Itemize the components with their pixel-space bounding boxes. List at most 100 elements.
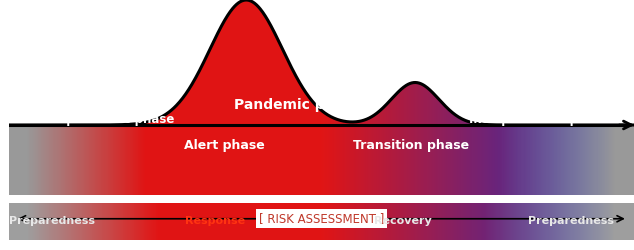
Bar [602, 202, 603, 240]
Bar [35, 202, 36, 240]
Bar [398, 92, 399, 195]
Bar [566, 202, 567, 240]
Bar [552, 202, 553, 240]
Bar [264, 14, 265, 195]
Bar [341, 121, 342, 195]
Bar [40, 202, 41, 240]
Bar [316, 202, 317, 240]
Bar [280, 202, 281, 240]
Bar [363, 202, 364, 240]
Bar [134, 124, 135, 195]
Bar [491, 125, 492, 195]
Bar [126, 124, 127, 195]
Bar [451, 112, 453, 195]
Bar [585, 125, 586, 195]
Bar [287, 202, 288, 240]
Bar [629, 125, 630, 195]
Bar [276, 202, 278, 240]
Bar [100, 125, 101, 195]
Bar [438, 98, 439, 195]
Bar [162, 116, 163, 195]
Bar [484, 124, 485, 195]
Bar [117, 125, 118, 195]
Bar [619, 202, 621, 240]
Bar [61, 125, 63, 195]
Bar [508, 125, 509, 195]
Bar [457, 116, 458, 195]
Bar [190, 202, 191, 240]
Bar [75, 125, 76, 195]
Bar [30, 202, 32, 240]
Bar [629, 202, 630, 240]
Bar [354, 122, 356, 195]
Bar [116, 125, 117, 195]
Bar [330, 116, 331, 195]
Bar [114, 125, 115, 195]
Bar [331, 202, 332, 240]
Bar [463, 202, 464, 240]
Bar [299, 83, 301, 195]
Bar [290, 202, 291, 240]
Bar [193, 202, 194, 240]
Bar [105, 125, 107, 195]
Bar [188, 90, 189, 195]
Bar [616, 202, 618, 240]
Bar [492, 125, 493, 195]
Bar [193, 82, 194, 195]
Bar [603, 202, 604, 240]
Bar [50, 202, 51, 240]
Bar [63, 125, 64, 195]
Bar [226, 17, 228, 195]
Bar [557, 125, 558, 195]
Bar [112, 202, 113, 240]
Bar [422, 84, 424, 195]
Bar [446, 107, 448, 195]
Bar [458, 202, 459, 240]
Bar [212, 45, 213, 195]
Bar [505, 125, 506, 195]
Bar [587, 125, 588, 195]
Bar [144, 122, 145, 195]
Bar [340, 202, 341, 240]
Bar [194, 80, 195, 195]
Bar [488, 202, 489, 240]
Bar [406, 202, 407, 240]
Bar [403, 202, 404, 240]
Bar [191, 85, 192, 195]
Bar [369, 202, 370, 240]
Bar [39, 125, 40, 195]
Bar [440, 202, 441, 240]
Bar [311, 202, 312, 240]
Bar [45, 202, 46, 240]
Bar [460, 118, 461, 195]
Bar [469, 202, 470, 240]
Bar [605, 202, 606, 240]
Bar [464, 120, 465, 195]
Bar [476, 123, 477, 195]
Bar [160, 118, 161, 195]
Bar [93, 202, 94, 240]
Bar [510, 202, 511, 240]
Bar [359, 202, 360, 240]
Bar [317, 202, 318, 240]
Bar [344, 121, 346, 195]
Bar [456, 202, 457, 240]
Bar [69, 202, 70, 240]
Bar [509, 202, 510, 240]
Bar [496, 125, 498, 195]
Bar [500, 125, 501, 195]
Bar [586, 125, 587, 195]
Bar [432, 202, 433, 240]
Bar [527, 202, 529, 240]
Bar [574, 125, 576, 195]
Bar [247, 0, 249, 195]
Bar [349, 122, 351, 195]
Bar [65, 202, 66, 240]
Bar [140, 202, 141, 240]
Bar [534, 202, 535, 240]
Bar [356, 202, 357, 240]
Bar [322, 202, 323, 240]
Bar [27, 202, 29, 240]
Bar [112, 125, 113, 195]
Bar [519, 202, 521, 240]
